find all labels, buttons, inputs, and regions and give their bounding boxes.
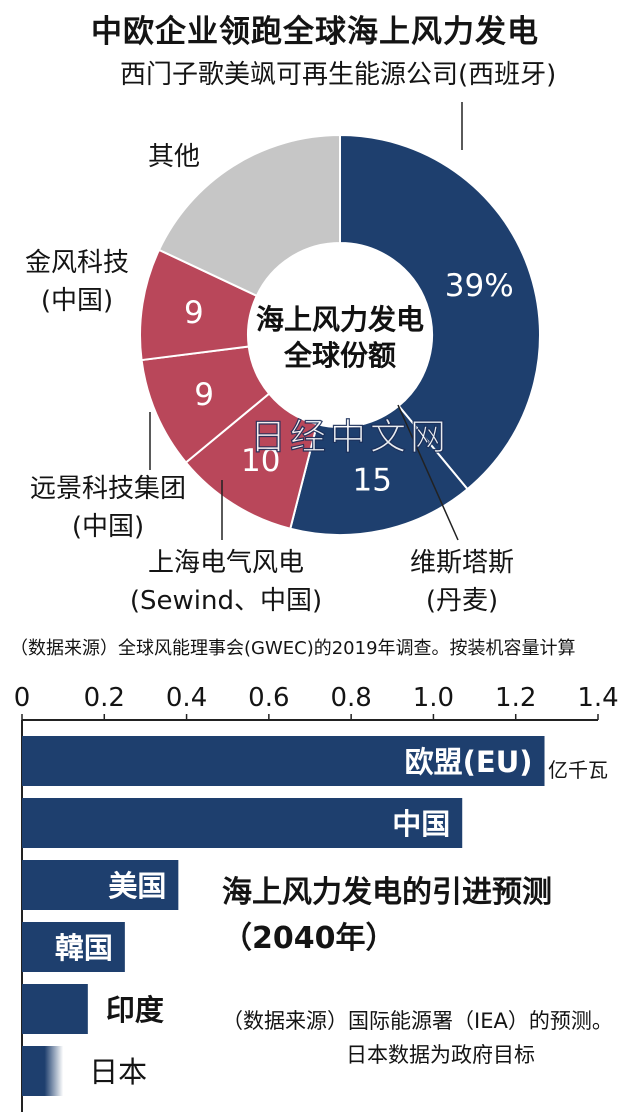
pie-label-envision-text: 远景科技集团 (中国) (29, 474, 186, 542)
pie-value-label: 9 (184, 295, 204, 331)
pie-center-label: 全球份额 (283, 339, 396, 372)
bar-category-label: 中国 (392, 807, 450, 841)
bar-title: 海上风力发电的引进预测 （2040年） (222, 870, 552, 962)
pie-source-note: （数据来源）全球风能理事会(GWEC)的2019年调查。按装机容量计算 (10, 638, 576, 659)
pie-label-vestas: 维斯塔斯 (丹麦) (402, 544, 522, 620)
pie-value-label: 15 (353, 462, 392, 498)
bar (22, 736, 545, 786)
pie-slice (157, 133, 341, 298)
bar (22, 984, 88, 1034)
pie-value-label: 9 (194, 377, 214, 413)
pie-slice (289, 404, 469, 536)
pie-slice (339, 133, 541, 491)
x-tick-label: 1.2 (495, 683, 536, 713)
pie-label-envision: 远景科技集团 (中国) (18, 470, 198, 546)
x-tick-label: 0 (14, 683, 31, 713)
bar-title-sub: （2040年） (222, 921, 396, 956)
x-tick-label: 0.8 (330, 683, 371, 713)
bar-source-line-2: 日本数据为政府目标 (346, 1043, 535, 1067)
bar-category-label: 日本 (89, 1055, 147, 1089)
bar (22, 922, 125, 972)
bar (22, 860, 179, 910)
pie-value-label: 10 (241, 443, 280, 479)
bar-category-label: 欧盟(EU) (405, 745, 533, 779)
bar (22, 1046, 64, 1096)
bar-source-note: （数据来源）国际能源署（IEA）的预测。 日本数据为政府目标 (222, 1004, 613, 1072)
bar-category-label: 美国 (108, 869, 166, 903)
pie-label-sewind: 上海电气风电 (Sewind、中国) (118, 544, 334, 620)
pie-label-siemens: 西门子歌美飒可再生能源公司(西班牙) (120, 60, 557, 90)
x-tick-label: 0.2 (84, 683, 125, 713)
pie-value-label: 39% (445, 268, 514, 304)
watermark: 日经中文网 (249, 416, 451, 458)
leader-line (397, 404, 459, 541)
pie-label-goldwind-text: 金风科技 (中国) (24, 248, 129, 316)
pie-label-other: 其他 (148, 142, 201, 172)
pie-center-label: 海上风力发电 (256, 303, 424, 336)
bar-unit-label: 亿千瓦 (548, 758, 608, 782)
bar (22, 798, 463, 848)
pie-label-sewind-text: 上海电气风电 (Sewind、中国) (129, 548, 323, 616)
x-tick-label: 0.6 (248, 683, 289, 713)
pie-label-vestas-text: 维斯塔斯 (丹麦) (409, 548, 514, 616)
bar-title-main: 海上风力发电的引进预测 (222, 875, 552, 910)
bar-category-label: 韓国 (55, 931, 113, 965)
pie-label-goldwind: 金风科技 (中国) (18, 244, 136, 320)
x-tick-label: 1.0 (413, 683, 454, 713)
x-tick-label: 0.4 (166, 683, 207, 713)
bar-category-label: 印度 (106, 993, 164, 1027)
bar-source-line-1: （数据来源）国际能源署（IEA）的预测。 (222, 1009, 613, 1033)
x-tick-label: 1.4 (577, 683, 618, 713)
chart-title: 中欧企业领跑全球海上风力发电 (91, 14, 539, 50)
